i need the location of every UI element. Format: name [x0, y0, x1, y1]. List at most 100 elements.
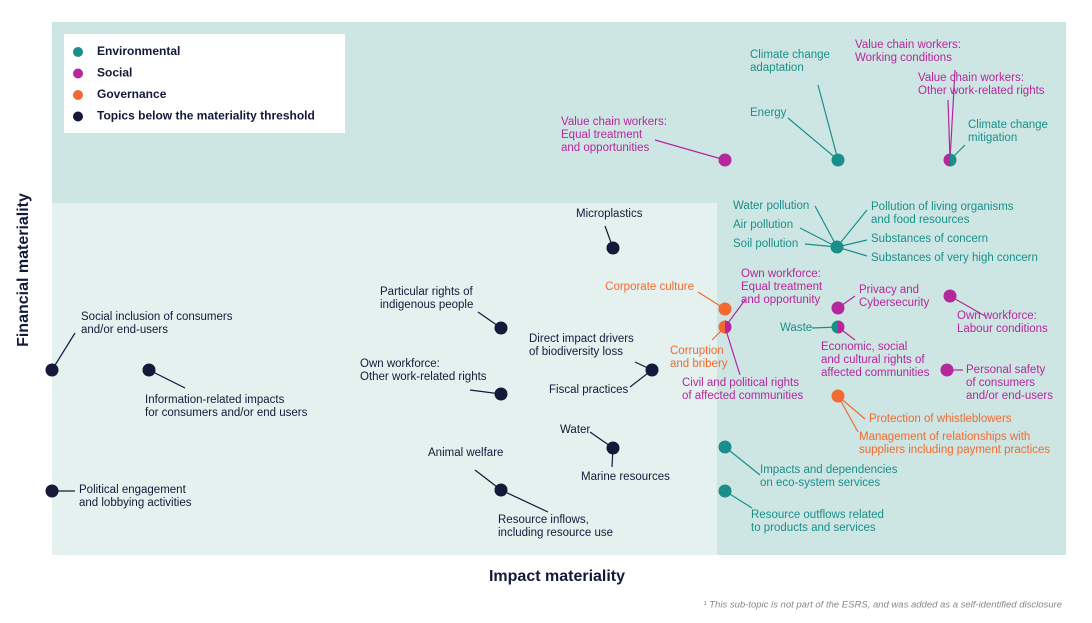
topic-dot: [831, 389, 845, 403]
leader-line: [837, 395, 859, 433]
topic-label-line: of consumers: [966, 377, 1035, 389]
topic-label-line: Information-related impacts: [145, 394, 285, 406]
topic-label: Water: [560, 424, 590, 436]
topic-dot: [494, 387, 508, 401]
topic-dot: [718, 484, 732, 498]
topic-label-line: Marine resources: [581, 471, 670, 483]
legend-box: [64, 34, 345, 133]
topic-label-line: Direct impact drivers: [529, 333, 634, 345]
topic-label-line: Animal welfare: [428, 447, 503, 459]
topic-label-line: Waste: [780, 322, 812, 334]
topic-label: Privacy and Cybersecurity: [859, 284, 930, 309]
topic-dot: [45, 363, 59, 377]
topic-dot-half: [718, 320, 725, 334]
topic-dot: [718, 440, 732, 454]
topic-label-line: Equal treatment: [561, 129, 643, 141]
topic-dot: [494, 483, 508, 497]
topic-label: Microplastics: [576, 208, 643, 220]
topic-dot: [943, 289, 957, 303]
topic-label-line: Equal treatment: [741, 281, 823, 293]
topic-label-line: Own workforce:: [360, 358, 440, 370]
topic-label-line: Particular rights of: [380, 286, 473, 298]
topic-label-line: Air pollution: [733, 219, 793, 231]
topic-label-line: Value chain workers:: [561, 116, 667, 128]
topic-label-line: Personal safety: [966, 364, 1046, 376]
topic-dot: [940, 363, 954, 377]
leader-line: [799, 227, 838, 248]
topic-label: Corporate culture: [605, 281, 694, 293]
topic-label: Resource inflows, including resource use: [498, 514, 613, 539]
topic-label: Impacts and dependencies on eco-system se…: [760, 464, 898, 489]
lower-zone: [52, 203, 717, 555]
topic-label-line: Climate change: [750, 49, 830, 61]
topic-dot: [830, 240, 844, 254]
topic-dot: [142, 363, 156, 377]
topic-label-line: Water: [560, 424, 590, 436]
topic-label: Substances of very high concern: [871, 252, 1038, 264]
topic-label-line: Resource outflows related: [751, 509, 884, 521]
topic-dot-half: [725, 320, 732, 334]
topic-label-line: and food resources: [871, 214, 970, 226]
topic-label-line: to products and services: [751, 522, 876, 534]
topic-dot-half: [831, 320, 838, 334]
topic-label: Own workforce: Equal treatment and opportu…: [741, 268, 823, 306]
leader-line: [814, 205, 838, 248]
topic-dot: [645, 363, 659, 377]
leader-line: [500, 489, 549, 513]
topic-label-line: Substances of very high concern: [871, 252, 1038, 264]
topic-label-line: suppliers including payment practices: [859, 444, 1050, 456]
topic-label-line: affected communities: [821, 367, 930, 379]
topic-label: Marine resources: [581, 471, 670, 483]
topic-label: Substances of concern: [871, 233, 988, 245]
topic-label: Management of relationships with supplier…: [859, 431, 1050, 456]
topic-label: Economic, social and cultural rights of af…: [821, 341, 930, 379]
topic-label: Particular rights of indigenous people: [380, 286, 473, 311]
leader-line: [148, 369, 186, 389]
y-axis-label: Financial materiality: [15, 193, 32, 347]
topic-label-line: Resource inflows,: [498, 514, 589, 526]
legend-label: Environmental: [97, 44, 180, 58]
topic-dot: [831, 301, 845, 315]
topic-label-line: Corporate culture: [605, 281, 694, 293]
topic-label: Personal safety of consumers and/or end-us…: [966, 364, 1053, 402]
topic-label: Fiscal practices: [549, 384, 628, 396]
topic-label-line: on eco-system services: [760, 477, 880, 489]
topic-label-line: Corruption: [670, 345, 724, 357]
leader-line: [787, 117, 839, 161]
topic-label-line: and lobbying activities: [79, 497, 192, 509]
legend-label: Topics below the materiality threshold: [97, 109, 315, 123]
leader-line: [949, 295, 986, 317]
footnote: ¹ This sub-topic is not part of the ESRS…: [703, 600, 1062, 611]
topic-label-line: for consumers and/or end users: [145, 407, 308, 419]
topic-dot: [494, 321, 508, 335]
topic-label-line: Economic, social: [821, 341, 907, 353]
leader-line: [724, 446, 761, 476]
leader-line: [654, 139, 726, 161]
topic-label: Civil and political rights of affected co…: [682, 377, 803, 402]
x-axis-label: Impact materiality: [489, 568, 625, 585]
topic-label-line: Cybersecurity: [859, 297, 930, 309]
topic-label-line: and/or end-users: [81, 324, 168, 336]
topic-dot: [718, 153, 732, 167]
topic-label-line: and bribery: [670, 358, 728, 370]
topic-label: Waste: [780, 322, 812, 334]
topic-label-line: Political engagement: [79, 484, 187, 496]
leader-line: [51, 332, 76, 371]
topic-label-line: Management of relationships with: [859, 431, 1030, 443]
topic-label-line: Impacts and dependencies: [760, 464, 898, 476]
topic-label-line: Civil and political rights: [682, 377, 799, 389]
topic-label: Protection of whistleblowers: [869, 413, 1012, 425]
topic-label-line: of biodiversity loss: [529, 346, 623, 358]
topic-label: Soil pollution: [733, 238, 798, 250]
topic-dot: [606, 241, 620, 255]
leader-line: [947, 99, 951, 161]
topic-label: Corruption and bribery: [670, 345, 728, 370]
leader-line: [836, 209, 868, 248]
topic-dot: [606, 441, 620, 455]
topic-label: Social inclusion of consumers and/or end-…: [81, 311, 233, 336]
topic-label-line: and opportunity: [741, 294, 821, 306]
leader-line: [817, 84, 839, 161]
topic-label-line: and cultural rights of: [821, 354, 925, 366]
topic-label-line: Fiscal practices: [549, 384, 628, 396]
